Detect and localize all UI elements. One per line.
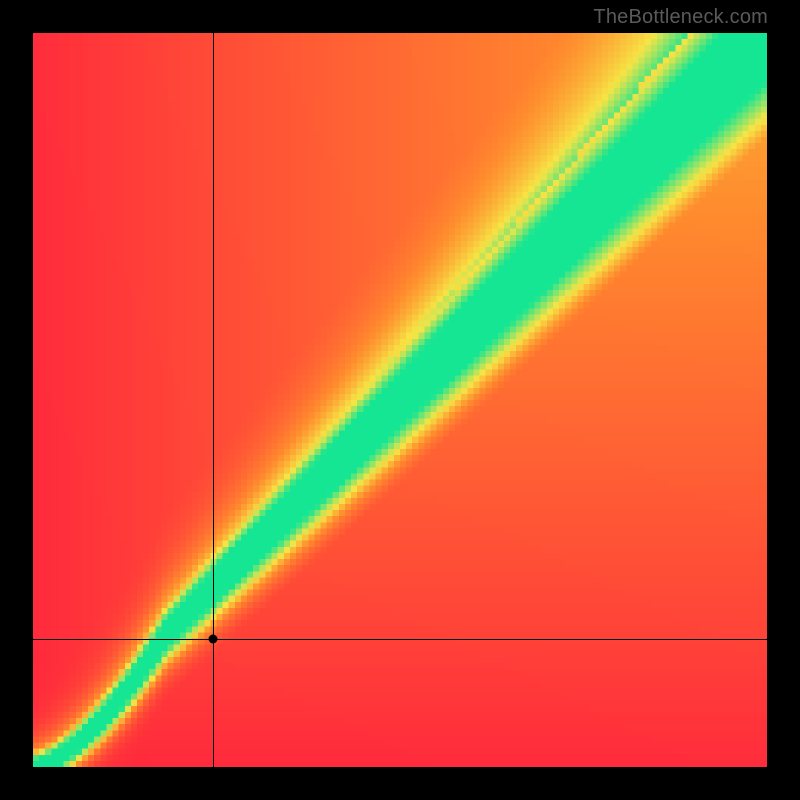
crosshair-horizontal bbox=[33, 639, 767, 640]
selection-marker bbox=[208, 634, 217, 643]
plot-area bbox=[33, 33, 767, 767]
crosshair-vertical bbox=[213, 33, 214, 767]
watermark-text: TheBottleneck.com bbox=[593, 6, 768, 29]
bottleneck-heatmap bbox=[33, 33, 767, 767]
